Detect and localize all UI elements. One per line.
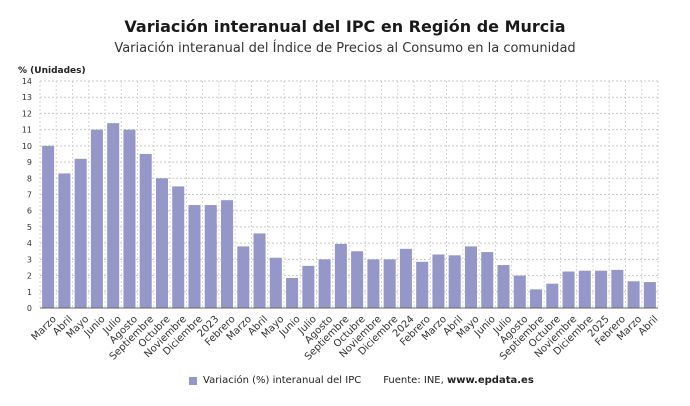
bar — [221, 200, 234, 308]
bar — [123, 129, 136, 308]
y-tick-label: 13 — [22, 93, 32, 102]
y-axis-label: % (Unidades) — [18, 66, 86, 76]
x-tick-label: Abril — [637, 314, 661, 338]
y-tick-label: 12 — [22, 109, 32, 118]
bar — [58, 173, 71, 308]
bar — [399, 248, 412, 308]
y-tick-label: 0 — [27, 304, 32, 313]
bar — [139, 153, 152, 308]
y-tick-label: 1 — [27, 288, 32, 297]
bar — [578, 270, 591, 308]
chart-subtitle: Variación interanual del Índice de Preci… — [114, 41, 576, 56]
y-tick-label: 3 — [27, 255, 32, 264]
y-tick-label: 11 — [22, 126, 32, 135]
y-tick-label: 6 — [27, 207, 32, 216]
bar — [595, 270, 608, 308]
legend-swatch — [189, 376, 197, 385]
y-tick-label: 9 — [27, 158, 32, 167]
bar — [42, 145, 55, 308]
bar — [90, 129, 103, 308]
bar — [318, 259, 331, 308]
bar — [269, 257, 282, 308]
bar — [546, 283, 559, 308]
y-tick-label: 2 — [27, 272, 32, 281]
source-text: Fuente: INE, www.epdata.es — [383, 375, 534, 386]
y-tick-label: 14 — [22, 77, 32, 86]
bar — [74, 158, 87, 308]
bar — [627, 281, 640, 308]
bars — [42, 123, 656, 309]
bar — [497, 265, 510, 308]
legend: Variación (%) interanual del IPC Fuente:… — [189, 375, 534, 386]
bar — [367, 259, 380, 308]
y-tick-label: 4 — [27, 239, 32, 248]
bar — [611, 269, 624, 308]
bar — [237, 246, 250, 308]
bar — [188, 205, 201, 308]
bar — [448, 255, 461, 308]
bar — [286, 278, 299, 308]
legend-series-label: Variación (%) interanual del IPC — [203, 375, 362, 386]
bar — [302, 265, 315, 308]
bar — [562, 271, 575, 308]
bar — [513, 275, 526, 308]
bar — [172, 186, 185, 308]
bar — [432, 254, 445, 308]
bar — [351, 251, 364, 308]
y-tick-label: 7 — [27, 191, 32, 200]
bar — [155, 178, 168, 308]
bar — [383, 259, 396, 308]
y-tick-label: 10 — [22, 142, 32, 151]
bar — [530, 289, 543, 308]
bar — [481, 252, 494, 308]
bar — [334, 243, 347, 308]
source-prefix: Fuente: INE, — [383, 375, 447, 386]
bar — [464, 246, 477, 308]
y-tick-label: 8 — [27, 174, 32, 183]
bar — [253, 233, 266, 308]
bar — [204, 205, 217, 308]
bar — [643, 282, 656, 308]
y-tick-label: 5 — [27, 223, 32, 232]
bar — [416, 261, 429, 308]
grid-lines — [39, 80, 659, 309]
chart-title: Variación interanual del IPC en Región d… — [124, 17, 566, 36]
x-tick-labels: MarzoAbrilMayoJunioJulioAgostoSeptiembre… — [30, 314, 661, 363]
bar — [107, 123, 120, 309]
source-site: www.epdata.es — [446, 375, 534, 386]
